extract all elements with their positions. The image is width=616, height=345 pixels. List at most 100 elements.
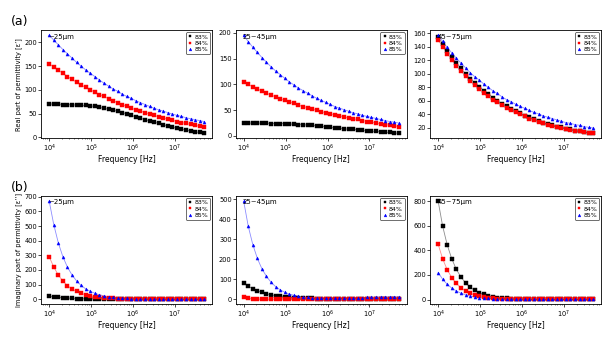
83%	[553, 297, 561, 301]
84%	[512, 110, 519, 115]
84%	[110, 296, 117, 300]
84%	[553, 125, 561, 129]
Line: 83%: 83%	[47, 295, 206, 301]
83%	[466, 285, 474, 289]
84%	[50, 65, 57, 69]
85%	[59, 255, 67, 259]
84%	[548, 297, 556, 301]
85%	[155, 297, 163, 301]
85%	[508, 100, 515, 104]
84%	[326, 112, 334, 116]
83%	[277, 294, 284, 298]
83%	[489, 295, 496, 299]
84%	[557, 297, 565, 301]
85%	[530, 297, 538, 301]
83%	[299, 122, 307, 127]
83%	[567, 127, 574, 131]
Legend: 83%, 84%, 85%: 83%, 84%, 85%	[185, 198, 210, 220]
84%	[544, 297, 551, 301]
84%	[453, 282, 460, 286]
85%	[150, 297, 158, 301]
85%	[471, 75, 479, 79]
Line: 84%: 84%	[47, 62, 206, 129]
83%	[476, 85, 483, 89]
84%	[590, 131, 597, 136]
84%	[317, 297, 325, 301]
85%	[155, 108, 163, 112]
85%	[82, 68, 89, 72]
84%	[196, 297, 203, 301]
84%	[267, 297, 275, 301]
85%	[313, 296, 320, 300]
85%	[480, 296, 487, 300]
85%	[498, 297, 506, 301]
85%	[254, 50, 261, 55]
85%	[585, 125, 593, 129]
85%	[123, 296, 131, 300]
85%	[258, 56, 265, 60]
83%	[471, 81, 479, 85]
84%	[535, 297, 542, 301]
84%	[78, 83, 85, 87]
84%	[313, 297, 320, 301]
83%	[286, 295, 293, 299]
Line: 85%: 85%	[242, 34, 400, 125]
Line: 83%: 83%	[437, 200, 595, 301]
83%	[95, 297, 103, 301]
84%	[317, 110, 325, 114]
85%	[349, 296, 357, 300]
83%	[476, 290, 483, 295]
83%	[525, 297, 533, 301]
85%	[521, 106, 529, 110]
Line: 84%: 84%	[437, 243, 595, 301]
85%	[580, 297, 588, 301]
85%	[540, 297, 547, 301]
84%	[580, 130, 588, 134]
83%	[517, 297, 524, 301]
83%	[182, 128, 190, 132]
84%	[508, 297, 515, 301]
Text: 45~75μm: 45~75μm	[437, 199, 472, 206]
84%	[146, 112, 153, 116]
84%	[363, 297, 371, 301]
84%	[309, 297, 316, 301]
Legend: 83%, 84%, 85%: 83%, 84%, 85%	[380, 198, 405, 220]
Line: 85%: 85%	[47, 200, 206, 300]
Line: 84%: 84%	[47, 255, 206, 301]
84%	[359, 297, 366, 301]
84%	[439, 45, 447, 49]
85%	[150, 106, 158, 110]
84%	[187, 122, 194, 127]
85%	[281, 290, 288, 294]
83%	[503, 104, 510, 108]
85%	[95, 78, 103, 82]
Text: (b): (b)	[10, 181, 28, 194]
85%	[434, 270, 442, 275]
85%	[517, 104, 524, 108]
85%	[164, 297, 171, 301]
84%	[372, 297, 379, 301]
84%	[326, 297, 334, 301]
85%	[249, 243, 256, 247]
Line: 85%: 85%	[47, 34, 206, 123]
83%	[480, 89, 487, 93]
83%	[240, 281, 248, 285]
84%	[439, 257, 447, 261]
83%	[46, 294, 53, 298]
85%	[63, 265, 71, 269]
84%	[87, 294, 94, 298]
83%	[132, 297, 140, 301]
84%	[381, 122, 389, 127]
83%	[267, 293, 275, 297]
85%	[192, 297, 199, 301]
Line: 83%: 83%	[437, 35, 595, 135]
83%	[354, 128, 362, 132]
84%	[580, 297, 588, 301]
85%	[354, 112, 362, 116]
85%	[391, 120, 398, 124]
83%	[540, 120, 547, 125]
85%	[439, 277, 447, 282]
83%	[363, 297, 371, 301]
84%	[340, 297, 347, 301]
84%	[294, 297, 302, 301]
